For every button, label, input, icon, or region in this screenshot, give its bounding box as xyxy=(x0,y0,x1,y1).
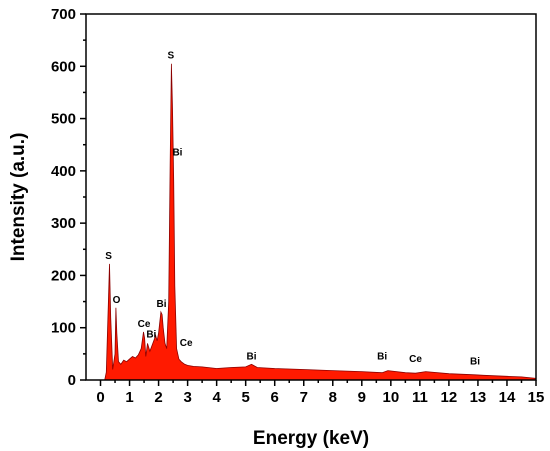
x-tick-label: 7 xyxy=(300,389,308,406)
x-tick-label: 2 xyxy=(154,389,162,406)
peak-label: Bi xyxy=(146,329,156,340)
y-tick-label: 200 xyxy=(51,267,76,284)
plot-frame xyxy=(85,13,537,381)
peak-label: Ce xyxy=(409,354,422,365)
peak-label: S xyxy=(167,51,174,62)
axes xyxy=(85,13,537,381)
y-tick-label: 500 xyxy=(51,111,76,128)
x-tick-label: 12 xyxy=(441,389,458,406)
x-tick-label: 11 xyxy=(412,389,428,406)
ticks: 0 1 2 3 4 5 6 7 8 9 10 11 12 13 14 15010020030040050060… xyxy=(51,6,544,406)
peak-label: Bi xyxy=(470,357,480,368)
x-tick-label: 13 xyxy=(470,389,487,406)
x-axis-title: Energy (keV) xyxy=(253,428,369,449)
x-tick-label: 9 xyxy=(358,389,366,406)
x-tick-label: 10 xyxy=(382,389,399,406)
peak-label: Ce xyxy=(138,319,151,330)
peak-label: O xyxy=(113,295,121,306)
spectrum-area xyxy=(104,63,537,381)
x-tick-label: 8 xyxy=(329,389,337,406)
y-tick-label: 600 xyxy=(51,58,76,75)
x-tick-label: 5 xyxy=(242,389,250,406)
y-tick-label: 0 xyxy=(68,372,76,389)
x-tick-label: 3 xyxy=(183,389,191,406)
y-tick-label: 400 xyxy=(51,163,76,180)
peak-label: S xyxy=(105,251,112,262)
x-tick-label: 15 xyxy=(528,389,545,406)
peak-label: Bi xyxy=(377,351,387,362)
x-tick-label: 4 xyxy=(212,389,221,406)
x-tick-label: 6 xyxy=(271,389,279,406)
y-axis-title: Intensity (a.u.) xyxy=(8,133,29,262)
peak-label: Bi xyxy=(246,351,256,362)
y-tick-label: 100 xyxy=(51,320,76,337)
x-tick-label: 1 xyxy=(125,389,133,406)
x-tick-label: 0 xyxy=(96,389,104,406)
peak-label: Bi xyxy=(172,147,182,158)
peak-label: Bi xyxy=(156,299,166,310)
y-tick-label: 700 xyxy=(51,6,76,23)
spectrum-series-0 xyxy=(104,63,537,381)
y-tick-label: 300 xyxy=(51,215,76,232)
peak-label: Ce xyxy=(180,338,193,349)
x-tick-label: 14 xyxy=(499,389,516,406)
